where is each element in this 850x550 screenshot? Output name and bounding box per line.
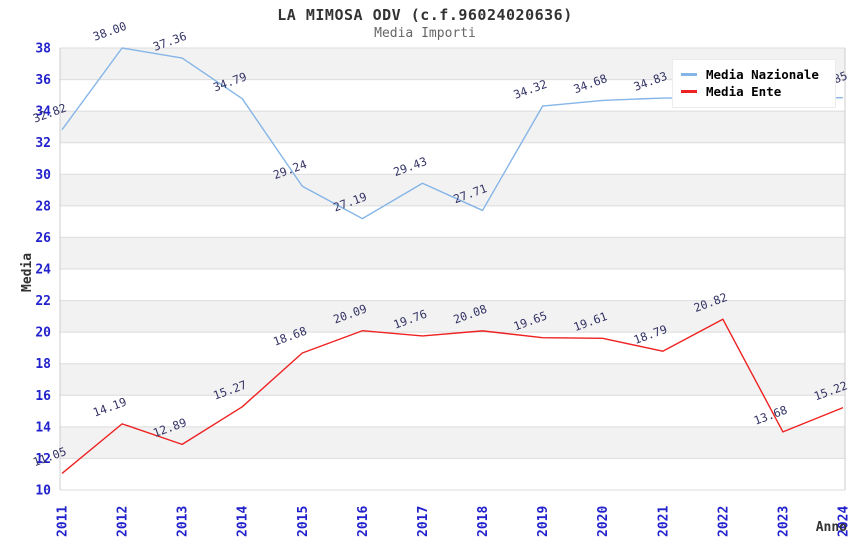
- legend-label-media-nazionale: Media Nazionale: [706, 67, 819, 82]
- y-tick-label: 12: [35, 452, 51, 467]
- x-tick-label: 2013: [176, 506, 191, 537]
- x-tick-label: 2020: [596, 506, 611, 537]
- x-tick-label: 2011: [56, 506, 71, 537]
- plot-band: [60, 174, 845, 206]
- legend-line-swatch-icon: [681, 90, 697, 93]
- y-tick-label: 18: [35, 357, 51, 372]
- plot-band: [60, 205, 845, 238]
- y-tick-label: 36: [35, 73, 51, 88]
- x-tick-label: 2021: [656, 506, 671, 537]
- plot-band: [60, 269, 845, 301]
- y-tick-label: 34: [35, 105, 51, 120]
- y-tick-label: 28: [35, 199, 51, 214]
- plot-band: [60, 111, 845, 143]
- y-tick-label: 32: [35, 136, 51, 151]
- plot-band: [60, 395, 845, 427]
- x-tick-label: 2018: [476, 506, 491, 537]
- plot-band: [60, 237, 845, 269]
- chart-subtitle: Media Importi: [374, 26, 476, 41]
- y-tick-label: 14: [35, 420, 51, 435]
- y-tick-label: 16: [35, 389, 51, 404]
- legend-line-swatch-icon: [681, 73, 697, 76]
- chart-legend: Media Nazionale Media Ente: [672, 59, 836, 108]
- series-line-media-ente: [61, 318, 844, 474]
- y-tick-label: 22: [35, 294, 51, 309]
- legend-label-media-ente: Media Ente: [706, 84, 782, 99]
- chart-title: LA MIMOSA ODV (c.f.96024020636): [277, 6, 573, 24]
- y-tick-label: 24: [35, 263, 51, 278]
- plot-band: [60, 300, 845, 333]
- legend-item-media-ente: Media Ente: [681, 83, 827, 100]
- x-tick-label: 2015: [296, 506, 311, 537]
- legend-item-media-nazionale: Media Nazionale: [681, 66, 827, 83]
- y-tick-label: 26: [35, 231, 51, 246]
- x-tick-label: 2014: [236, 506, 251, 537]
- y-tick-label: 10: [35, 484, 51, 499]
- x-tick-label: 2016: [356, 506, 371, 537]
- plot-band: [60, 458, 845, 490]
- plot-band: [60, 426, 845, 459]
- y-tick-label: 20: [35, 326, 51, 341]
- plot-band: [60, 363, 845, 396]
- y-tick-label: 30: [35, 168, 51, 183]
- y-axis-title: Media: [20, 253, 35, 292]
- x-tick-label: 2012: [116, 506, 131, 537]
- plot-band: [60, 142, 845, 175]
- plot-band: [60, 332, 845, 364]
- x-tick-label: 2017: [416, 506, 431, 537]
- x-axis-title: Anno: [816, 520, 847, 535]
- x-tick-label: 2019: [536, 506, 551, 537]
- y-tick-label: 38: [35, 42, 51, 57]
- x-tick-label: 2024: [837, 506, 850, 537]
- x-tick-label: 2022: [716, 506, 731, 537]
- x-tick-label: 2023: [776, 506, 791, 537]
